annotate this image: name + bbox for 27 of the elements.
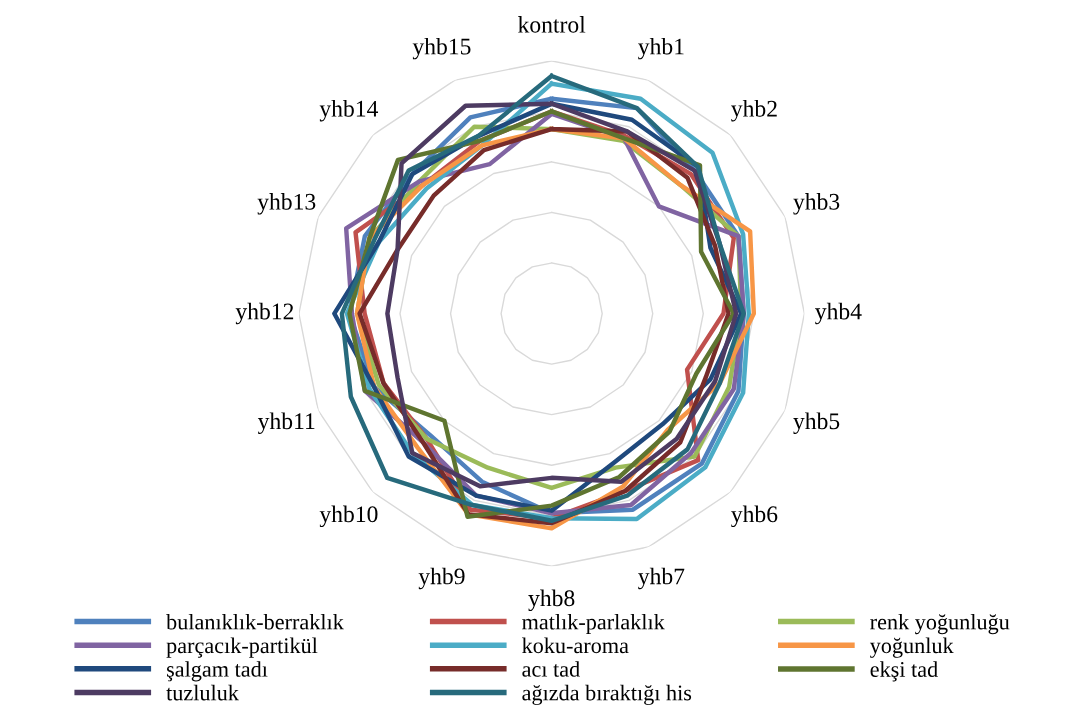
spoke-label: yhb7 (638, 567, 685, 590)
spoke-label: kontrol (518, 16, 586, 33)
spoke-label: yhb2 (731, 100, 777, 122)
spoke-label: yhb10 (319, 505, 378, 528)
spoke-label: yhb9 (418, 567, 465, 590)
legend-label: matlık-parlaklık (522, 613, 665, 635)
legend-label: ekşi tad (870, 661, 938, 682)
spoke-label: yhb1 (638, 37, 684, 60)
legend-label: acı tad (522, 661, 580, 677)
spoke-label: yhb3 (793, 193, 840, 215)
legend-label: parçacık-partikül (166, 637, 318, 658)
legend-label: ağızda bıraktığı his (522, 684, 692, 705)
spoke-label: yhb11 (257, 412, 315, 435)
spoke-label: yhb15 (412, 37, 471, 60)
legend-label: bulanıklık-berraklık (166, 613, 344, 630)
legend-label: yoğunluk (869, 637, 954, 658)
spoke-label: yhb8 (528, 589, 575, 612)
spoke-label: yhb13 (257, 193, 316, 215)
legend-label: koku-aroma (522, 637, 629, 654)
spoke-label: yhb6 (731, 505, 778, 528)
legend-label: tuzluluk (166, 684, 239, 701)
spoke-label: yhb4 (815, 302, 862, 325)
legend-label: şalgam tadı (167, 661, 268, 682)
legend-label: renk yoğunluğu (870, 613, 1010, 635)
spoke-label: yhb5 (793, 412, 840, 435)
spoke-label: yhb12 (235, 302, 294, 325)
spoke-label: yhb14 (319, 100, 379, 122)
